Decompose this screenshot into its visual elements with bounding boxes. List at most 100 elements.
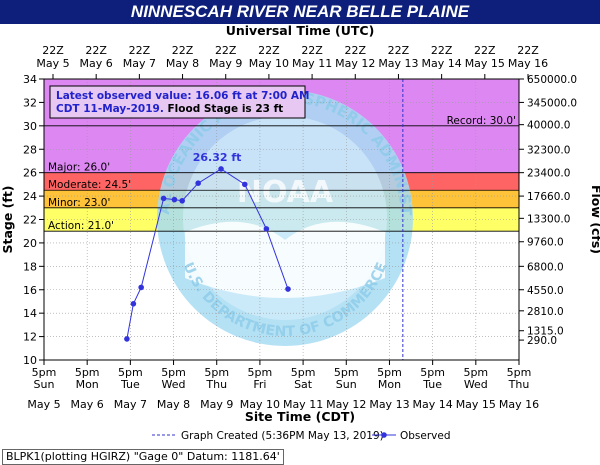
x-tick-date: May 14 [413, 398, 453, 411]
flow-axis-title: Flow (cfs) [589, 185, 600, 254]
observed-point [218, 166, 224, 172]
x-tick-time: 5pm [248, 366, 273, 379]
top-tick-time: 22Z [301, 44, 323, 57]
observed-point [138, 284, 144, 291]
flow-tick-label: 32300.0 [527, 144, 570, 156]
x-tick-time: 5pm [32, 366, 57, 379]
y-tick-label: 20 [23, 237, 37, 250]
observed-series [124, 166, 291, 342]
x-tick-date: May 7 [114, 398, 147, 411]
x-tick-day: Thu [205, 378, 227, 391]
watermark-center-text: NOAA [237, 175, 334, 210]
top-tick-date: May 7 [123, 57, 156, 70]
flood-category-label: Minor: 23.0' [48, 197, 110, 209]
x-tick-time: 5pm [161, 366, 186, 379]
flood-category-label: Moderate: 24.5' [48, 179, 131, 191]
flow-tick-label: 1315.0 [527, 326, 564, 338]
y-tick-label: 10 [23, 354, 37, 367]
observed-point [130, 301, 137, 307]
y-tick-label: 34 [23, 73, 37, 86]
y-tick-label: 30 [23, 120, 37, 133]
observed-point [241, 181, 248, 188]
x-tick-time: 5pm [118, 366, 143, 379]
y-tick-label: 16 [23, 284, 37, 297]
top-tick-date: May 10 [249, 57, 289, 70]
y-tick-label: 14 [23, 307, 37, 320]
x-tick-date: May 16 [499, 398, 539, 411]
seal-bird [185, 221, 385, 298]
record-label: Record: 30.0' [447, 115, 516, 127]
flood-stage-text: Flood Stage is 23 ft [168, 103, 284, 115]
x-tick-time: 5pm [420, 366, 445, 379]
observed-point [179, 197, 185, 204]
top-tick-time: 22Z [431, 44, 453, 57]
top-tick-date: May 11 [292, 57, 332, 70]
x-tick-day: Mon [76, 378, 99, 391]
flow-tick-label: 40000.0 [527, 120, 570, 132]
observed-point [160, 195, 167, 202]
x-tick-time: 5pm [507, 366, 532, 379]
top-tick-time: 22Z [474, 44, 496, 57]
top-tick-date: May 8 [166, 57, 199, 70]
y-axis-title: Stage (ft) [0, 185, 15, 253]
x-tick-day: Mon [378, 378, 401, 391]
flow-tick-label: 17660.0 [527, 191, 570, 203]
x-tick-date: May 8 [157, 398, 190, 411]
x-tick-date: May 10 [240, 398, 280, 411]
datum-footer: BLPK1(plotting HGIRZ) "Gage 0" Datum: 11… [2, 449, 284, 465]
observed-point [195, 180, 201, 187]
x-tick-day: Fri [253, 378, 266, 391]
y-tick-label: 12 [23, 331, 37, 344]
top-tick-time: 22Z [172, 44, 194, 57]
y-tick-label: 18 [23, 260, 37, 273]
x-tick-time: 5pm [334, 366, 359, 379]
observed-point [285, 286, 291, 292]
flow-tick-label: 2810.0 [527, 306, 564, 318]
x-tick-day: Sun [336, 378, 357, 391]
legend-observed-marker [381, 432, 387, 438]
observed-point [263, 226, 270, 232]
flood-category-label: Action: 21.0' [48, 220, 114, 232]
x-tick-time: 5pm [291, 366, 316, 379]
flow-tick-label: 345000.0 [527, 97, 577, 109]
x-axis-title: Site Time (CDT) [245, 409, 355, 424]
top-tick-time: 22Z [258, 44, 280, 57]
top-tick-time: 22Z [85, 44, 107, 57]
x-tick-date: May 5 [27, 398, 60, 411]
latest-value-line2: CDT 11-May-2019. Flood Stage is 23 ft [56, 103, 283, 115]
y-tick-label: 26 [23, 167, 37, 180]
x-tick-day: Sat [294, 378, 313, 391]
x-tick-date: May 9 [200, 398, 233, 411]
top-tick-time: 22Z [344, 44, 366, 57]
y-tick-label: 28 [23, 143, 37, 156]
x-tick-date: May 6 [71, 398, 104, 411]
x-tick-time: 5pm [377, 366, 402, 379]
peak-label: 26.32 ft [193, 151, 242, 164]
annotations: 26.32 ft Latest observed value: 16.06 ft … [49, 85, 309, 164]
latest-value-line1: Latest observed value: 16.06 ft at 7:00 … [56, 90, 309, 102]
y-tick-label: 22 [23, 214, 37, 227]
x-tick-day: Tue [120, 378, 140, 391]
flow-tick-label: 4550.0 [527, 285, 564, 297]
top-axis-title: Universal Time (UTC) [226, 23, 375, 38]
top-tick-date: May 13 [378, 57, 418, 70]
y-tick-label: 24 [23, 190, 37, 203]
x-tick-day: Sun [34, 378, 55, 391]
legend-created-label: Graph Created (5:36PM May 13, 2019) [181, 430, 384, 442]
x-tick-time: 5pm [204, 366, 229, 379]
top-tick-date: May 14 [422, 57, 462, 70]
flood-category-labels: Action: 21.0' Minor: 23.0' Moderate: 24.5'… [44, 79, 519, 360]
x-tick-date: May 15 [456, 398, 496, 411]
x-tick-date: May 11 [283, 398, 323, 411]
x-tick-day: Thu [508, 378, 530, 391]
legend-observed-label: Observed [400, 430, 451, 442]
top-tick-time: 22Z [388, 44, 410, 57]
x-tick-date: May 12 [326, 398, 366, 411]
x-tick-time: 5pm [463, 366, 488, 379]
top-tick-time: 22Z [517, 44, 539, 57]
flow-tick-label: 650000.0 [527, 74, 577, 86]
x-tick-time: 5pm [75, 366, 100, 379]
flood-category-label: Major: 26.0' [48, 162, 110, 174]
